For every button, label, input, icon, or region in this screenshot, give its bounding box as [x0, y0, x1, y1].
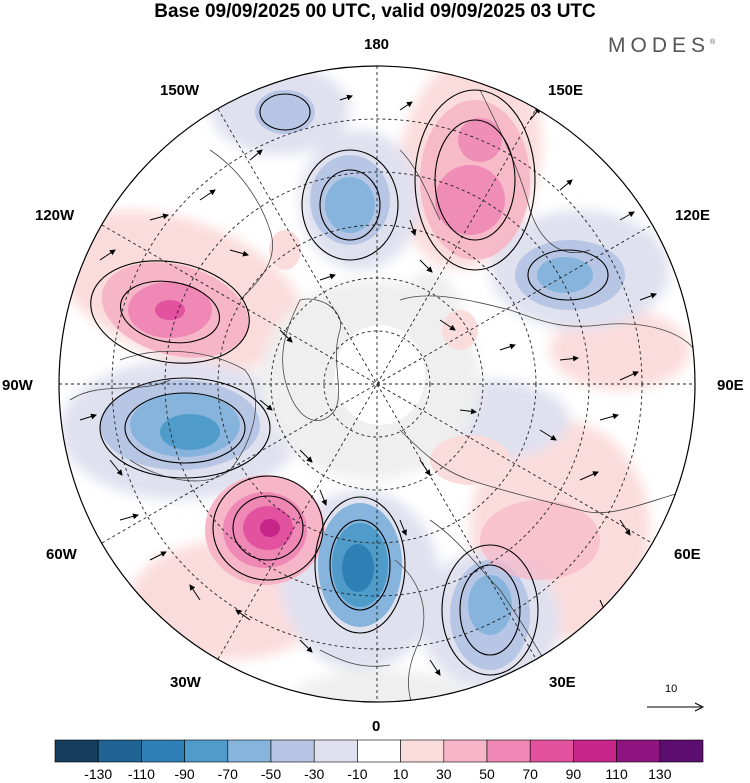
- lon-label-30w: 30W: [170, 674, 201, 691]
- colorbar: [54, 739, 704, 763]
- lon-label-90w: 90W: [2, 377, 33, 394]
- anomaly-cores: [100, 90, 625, 670]
- polar-map: [58, 65, 696, 703]
- colorbar-segment: [313, 739, 358, 763]
- registered-mark: ®: [710, 39, 716, 46]
- colorbar-tick-label: 90: [565, 766, 582, 782]
- lon-label-0: 0: [372, 718, 381, 735]
- negative-anomaly-gulf-of-alaska: [255, 90, 315, 134]
- colorbar-segment: [400, 739, 445, 763]
- lon-label-150e: 150E: [548, 82, 584, 99]
- lon-label-120w: 120W: [35, 207, 75, 224]
- colorbar-segment: [443, 739, 488, 763]
- graticule: [59, 66, 695, 702]
- colorbar-tick-label: 50: [479, 766, 495, 782]
- colorbar-tick-label: 30: [436, 766, 452, 782]
- colorbar-tick-label: -10: [347, 766, 368, 782]
- colorbar-tick-label: -130: [84, 766, 113, 782]
- colorbar-tick-label: -110: [127, 766, 155, 782]
- colorbar-segment: [573, 739, 617, 763]
- colorbar-segment: [97, 739, 142, 763]
- colorbar-segment: [54, 739, 99, 763]
- lon-label-30e: 30E: [549, 674, 576, 691]
- colorbar-tick-label: -30: [304, 766, 325, 782]
- colorbar-tick-label: 110: [605, 766, 628, 782]
- lon-label-150w: 150W: [160, 82, 200, 99]
- colorbar-segment: [616, 739, 661, 763]
- lon-label-120e: 120E: [675, 207, 711, 224]
- colorbar-tick-label: -50: [260, 766, 282, 782]
- colorbar-segment: [227, 739, 272, 763]
- positive-anomaly-west-siberia: [480, 500, 600, 580]
- anomaly-field: [59, 66, 695, 702]
- colorbar-tick-label: -90: [174, 766, 195, 782]
- lon-label-180: 180: [364, 36, 390, 53]
- map-boundary: [58, 65, 696, 703]
- lon-label-60e: 60E: [674, 546, 701, 563]
- colorbar-tick-label: 10: [392, 766, 409, 782]
- colorbar-tick-label: -70: [217, 766, 238, 782]
- colorbar-segment: [184, 739, 229, 763]
- colorbar-segment: [270, 739, 315, 763]
- map-title: Base 09/09/2025 00 UTC, valid 09/09/2025…: [154, 1, 596, 22]
- colorbar-tick-label: 70: [522, 766, 538, 782]
- brand-text: MODES: [608, 34, 711, 57]
- streamlines: [90, 89, 609, 676]
- colorbar-segment: [357, 739, 401, 763]
- reference-vector-arrow: [647, 702, 705, 712]
- lon-label-90e: 90E: [717, 377, 744, 394]
- modes-logo: MODES®: [608, 34, 715, 58]
- lon-label-60w: 60W: [46, 546, 77, 563]
- colorbar-tick-label: 130: [648, 766, 672, 782]
- colorbar-segment: [141, 739, 185, 763]
- colorbar-segment: [659, 739, 704, 763]
- colorbar-segment: [486, 739, 531, 763]
- colorbar-segment: [529, 739, 574, 763]
- reference-vector-label: 10: [665, 683, 678, 695]
